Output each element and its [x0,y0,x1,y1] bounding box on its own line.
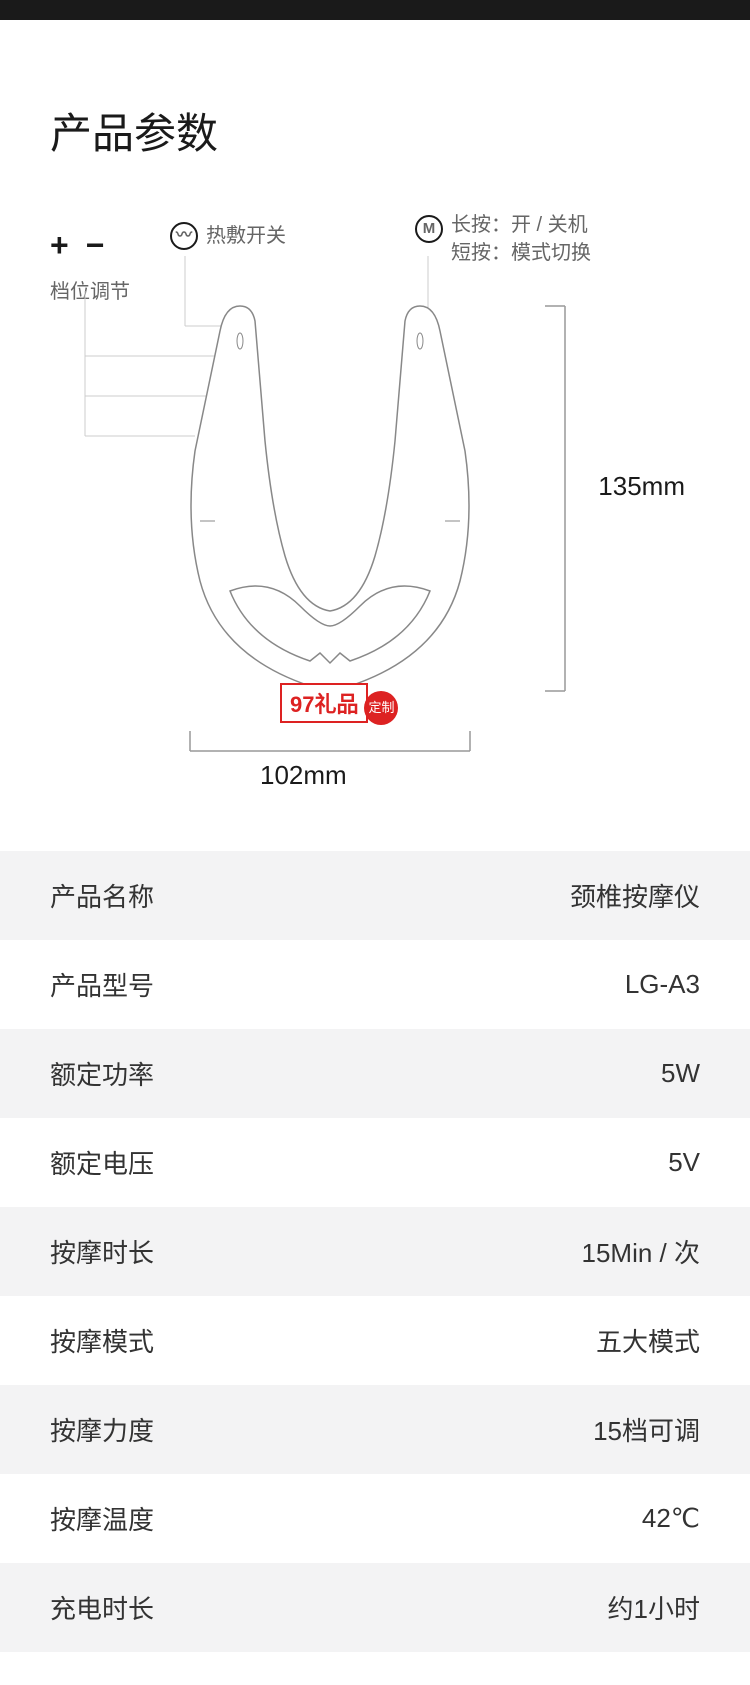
spec-label: 充电时长 [50,1589,154,1626]
spec-label: 按摩温度 [50,1500,154,1537]
spec-value: 5W [661,1058,700,1089]
container: 产品参数 + − 档位调节 〰 热敷开关 M 长按：开 / 关机 短按：模式切换 [0,20,750,1652]
spec-label: 按摩时长 [50,1233,154,1270]
spec-value: 15Min / 次 [582,1233,701,1270]
spec-row: 按摩温度 42℃ [0,1474,750,1563]
spec-value: 15档可调 [593,1411,700,1448]
spec-row: 产品名称 颈椎按摩仪 [0,851,750,940]
spec-row: 产品型号 LG-A3 [0,940,750,1029]
spec-row: 按摩模式 五大模式 [0,1296,750,1385]
spec-value: LG-A3 [625,969,700,1000]
watermark: 97礼品 定制 [280,681,398,725]
spec-label: 额定功率 [50,1055,154,1092]
spec-row: 充电时长 约1小时 [0,1563,750,1652]
device-outline [191,306,469,689]
dimension-height: 135mm [598,471,685,502]
dimension-width: 102mm [260,760,347,791]
specs-table: 产品名称 颈椎按摩仪产品型号 LG-A3 额定功率 5W 额定电压 5V 按摩时长 15Min … [0,851,750,1652]
height-bracket [545,306,565,691]
watermark-seal: 定制 [364,691,398,725]
spec-label: 产品型号 [50,966,154,1003]
spec-value: 颈椎按摩仪 [570,877,700,914]
page-title: 产品参数 [0,20,750,211]
spec-value: 5V [668,1147,700,1178]
spec-value: 五大模式 [596,1322,700,1359]
spec-row: 按摩时长 15Min / 次 [0,1207,750,1296]
spec-row: 按摩力度 15档可调 [0,1385,750,1474]
product-diagram: + − 档位调节 〰 热敷开关 M 长按：开 / 关机 短按：模式切换 [0,211,750,791]
spec-label: 按摩力度 [50,1411,154,1448]
watermark-box: 97礼品 [280,683,368,723]
spec-label: 产品名称 [50,877,154,914]
width-bracket [190,731,470,751]
spec-row: 额定电压 5V [0,1118,750,1207]
spec-label: 额定电压 [50,1144,154,1181]
spec-value: 约1小时 [608,1589,700,1626]
top-bar [0,0,750,20]
spec-label: 按摩模式 [50,1322,154,1359]
spec-row: 额定功率 5W [0,1029,750,1118]
spec-value: 42℃ [642,1503,700,1534]
